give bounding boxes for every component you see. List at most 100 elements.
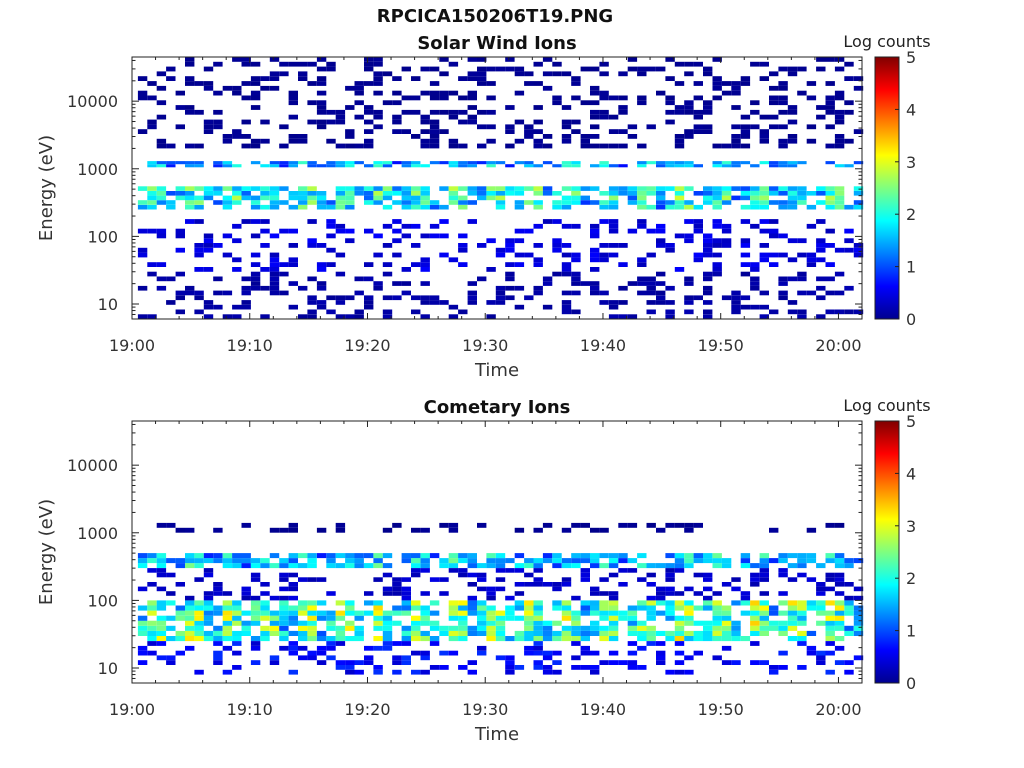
heatmap-cell [580, 66, 590, 72]
heatmap-cell [542, 625, 553, 631]
heatmap-cell [542, 620, 553, 626]
heatmap-cell [759, 572, 769, 578]
heatmap-cell [816, 276, 826, 282]
heatmap-cell [721, 615, 732, 621]
heatmap-cell [175, 610, 185, 616]
heatmap-cell [401, 553, 411, 559]
heatmap-cell [222, 645, 233, 651]
heatmap-cell [326, 620, 336, 626]
heatmap-cell [185, 81, 195, 86]
heatmap-cell [185, 204, 195, 210]
heatmap-cell [524, 600, 534, 606]
heatmap-cell [420, 281, 430, 286]
heatmap-cell [693, 605, 703, 611]
heatmap-cell [156, 655, 167, 661]
heatmap-cell [656, 228, 666, 234]
heatmap-cell [665, 57, 675, 62]
heatmap-cell [571, 655, 581, 661]
heatmap-cell [787, 195, 798, 201]
heatmap-cell [599, 243, 609, 248]
heatmap-cell [260, 600, 270, 606]
heatmap-cell [175, 558, 185, 564]
heatmap-cell [269, 200, 280, 205]
heatmap-cell [250, 76, 261, 81]
heatmap-cell [269, 625, 280, 631]
heatmap-cell [335, 204, 346, 210]
heatmap-cell [401, 610, 411, 616]
heatmap-cell [787, 615, 798, 621]
heatmap-cell [759, 568, 769, 573]
heatmap-cell [467, 90, 477, 96]
heatmap-cell [844, 61, 854, 67]
heatmap-cell [241, 290, 251, 296]
heatmap-cell [552, 164, 562, 168]
heatmap-cell [552, 247, 562, 253]
heatmap-cell [156, 228, 167, 234]
heatmap-cell [552, 620, 562, 626]
heatmap-cell [533, 641, 543, 646]
heatmap-cell [316, 119, 327, 125]
heatmap-cell [232, 563, 242, 569]
heatmap-cell [778, 620, 788, 626]
heatmap-cell [533, 577, 543, 582]
heatmap-cell [241, 304, 251, 310]
heatmap-cell [401, 630, 411, 636]
heatmap-cell [684, 610, 694, 616]
heatmap-cell [608, 553, 619, 559]
heatmap-cell [646, 281, 656, 286]
heatmap-cell [740, 143, 751, 149]
heatmap-cell [448, 563, 459, 569]
heatmap-cell [740, 186, 751, 191]
heatmap-cell [288, 615, 298, 621]
heatmap-cell [505, 262, 515, 267]
heatmap-cell [684, 669, 694, 675]
heatmap-cell [194, 600, 204, 606]
heatmap-cell [806, 527, 817, 533]
heatmap-cell [439, 95, 449, 101]
heatmap-cell [495, 586, 506, 592]
heatmap-cell [674, 143, 685, 149]
colorbar-tick-label: 4 [906, 464, 916, 483]
heatmap-cell [505, 105, 515, 110]
heatmap-cell [825, 262, 835, 267]
heatmap-cell [269, 164, 280, 168]
heatmap-cell [354, 90, 364, 96]
heatmap-cell [825, 620, 835, 626]
heatmap-cell [486, 553, 496, 559]
heatmap-cell [656, 238, 666, 244]
heatmap-cell [326, 625, 336, 631]
heatmap-cell [533, 582, 543, 587]
heatmap-cell [458, 553, 468, 559]
heatmap-cell [326, 558, 336, 564]
heatmap-cell [203, 243, 214, 248]
heatmap-cell [797, 563, 807, 569]
heatmap-cell [232, 630, 242, 636]
heatmap-cell [646, 252, 656, 258]
heatmap-cell [853, 615, 864, 621]
heatmap-cell [844, 138, 854, 144]
heatmap-cell [288, 582, 298, 587]
heatmap-cell [250, 276, 261, 282]
heatmap-cell [316, 630, 327, 636]
heatmap-cell [439, 558, 449, 564]
heatmap-cell [816, 257, 826, 263]
heatmap-cell [448, 553, 459, 559]
heatmap-cell [684, 636, 694, 642]
heatmap-cell [580, 100, 590, 106]
heatmap-cell [505, 615, 515, 621]
colorbar-tick-label: 0 [906, 310, 916, 329]
heatmap-cell [222, 314, 233, 319]
heatmap-cell [137, 129, 148, 134]
heatmap-cell [646, 285, 656, 291]
heatmap-cell [627, 186, 638, 191]
heatmap-cell [335, 314, 346, 319]
heatmap-cell [448, 90, 459, 96]
heatmap-cell [345, 228, 355, 234]
heatmap-cell [411, 630, 421, 636]
heatmap-cell [769, 71, 779, 77]
heatmap-cell [778, 610, 788, 616]
heatmap-cell [599, 630, 609, 636]
heatmap-cell [335, 200, 346, 205]
heatmap-cell [260, 582, 270, 587]
heatmap-cell [335, 610, 346, 616]
